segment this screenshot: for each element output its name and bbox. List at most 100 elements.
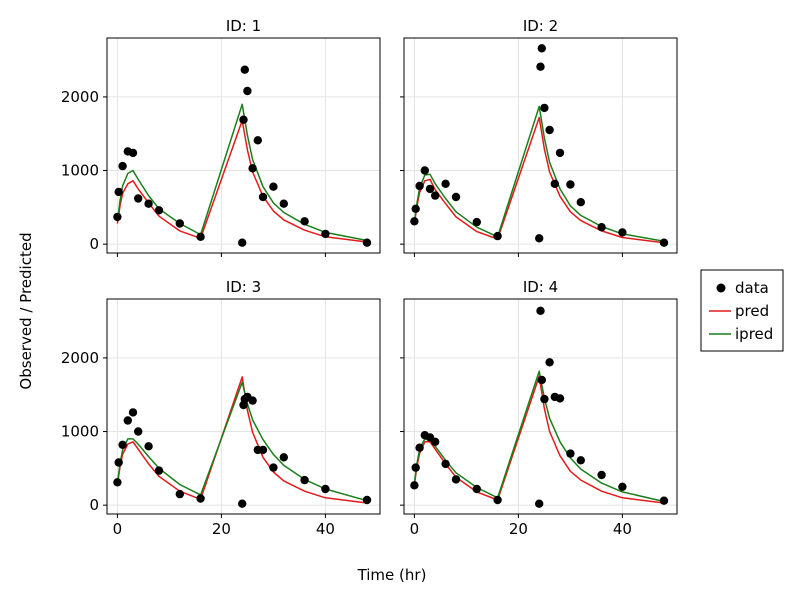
data-point <box>566 449 575 458</box>
data-point <box>411 463 420 472</box>
data-point <box>321 484 330 494</box>
panel-frame <box>403 37 678 254</box>
y-tick-label: 2000 <box>61 349 99 367</box>
panel-4: ID: 4 0 20 40 <box>400 278 678 538</box>
data-point <box>154 206 164 215</box>
y-tick-label: 2000 <box>61 88 99 106</box>
data-point <box>555 394 565 403</box>
data-point <box>279 453 288 462</box>
data-point <box>451 192 461 202</box>
x-tick-label: 20 <box>509 520 528 538</box>
data-point <box>618 228 627 237</box>
panel-2: ID: 2 <box>400 17 678 257</box>
data-point <box>253 136 262 145</box>
data-point <box>321 229 330 239</box>
panel-3: ID: 3 0 20 40 0 1000 2000 <box>61 278 381 538</box>
data-point <box>279 199 288 208</box>
panel-frame <box>106 298 381 515</box>
data-point <box>258 445 268 455</box>
data-point <box>545 358 554 367</box>
data-point <box>576 456 585 465</box>
data-point <box>248 396 257 405</box>
data-point <box>545 125 554 135</box>
data-point <box>550 179 559 188</box>
x-tick-label: 40 <box>316 520 335 538</box>
data-point <box>113 478 122 487</box>
panel-frame <box>403 298 678 515</box>
data-point <box>566 180 575 189</box>
data-point <box>493 495 502 505</box>
data-point <box>144 442 153 451</box>
data-point <box>536 62 545 71</box>
x-tick-label: 20 <box>212 520 231 538</box>
data-point <box>114 458 123 467</box>
legend-label-ipred: ipred <box>735 325 773 343</box>
y-tick-label: 0 <box>89 235 99 253</box>
data-point <box>113 212 122 222</box>
data-point <box>597 470 606 480</box>
data-point <box>118 440 127 449</box>
data-point <box>410 481 419 490</box>
panel-background <box>404 299 677 514</box>
data-point <box>196 232 205 241</box>
data-point <box>451 475 461 484</box>
data-point <box>144 199 153 208</box>
x-axis-title: Time (hr) <box>357 566 427 584</box>
panel-title: ID: 1 <box>226 17 261 35</box>
y-tick-label: 1000 <box>61 162 99 180</box>
panel-frame <box>106 37 381 254</box>
data-point <box>175 219 184 228</box>
data-point <box>441 459 450 469</box>
data-point <box>535 499 544 508</box>
panel-background <box>404 38 677 253</box>
data-point <box>472 484 481 494</box>
panel-title: ID: 4 <box>523 278 558 296</box>
data-point <box>239 115 248 124</box>
data-point <box>659 238 669 247</box>
data-point <box>248 164 257 173</box>
data-point <box>238 238 247 247</box>
data-point <box>535 234 544 243</box>
data-point <box>175 489 184 499</box>
y-tick-label: 1000 <box>61 423 99 441</box>
data-point <box>118 161 127 171</box>
data-point <box>269 182 278 191</box>
data-point <box>425 184 435 194</box>
data-point <box>240 65 249 74</box>
panel-title: ID: 3 <box>226 278 261 296</box>
legend: data pred ipred <box>700 269 784 352</box>
y-axis-title: Observed / Predicted <box>17 232 35 389</box>
data-point <box>659 496 669 505</box>
data-point <box>536 306 545 315</box>
data-point <box>411 204 420 213</box>
data-point <box>243 86 252 96</box>
legend-label-data: data <box>735 279 769 297</box>
data-point <box>537 44 546 53</box>
x-tick-label: 40 <box>613 520 632 538</box>
panel-title: ID: 2 <box>523 17 558 35</box>
data-point <box>441 179 450 188</box>
data-point <box>540 394 549 404</box>
data-point <box>269 463 278 472</box>
x-tick-label: 0 <box>113 520 123 538</box>
data-point <box>493 231 502 241</box>
data-point <box>238 499 247 508</box>
data-point <box>410 217 419 226</box>
data-point <box>362 238 372 247</box>
data-point <box>154 466 164 475</box>
y-tick-label: 0 <box>89 496 99 514</box>
data-point <box>300 475 309 485</box>
data-point <box>362 495 372 505</box>
data-point <box>618 482 627 491</box>
data-point <box>576 198 585 207</box>
data-point <box>258 192 268 202</box>
data-point <box>431 437 440 446</box>
data-point <box>134 194 143 203</box>
x-tick-label: 0 <box>410 520 420 538</box>
panel-1: ID: 1 0 1000 2000 <box>61 17 381 257</box>
data-point <box>128 148 138 158</box>
data-point <box>415 443 424 452</box>
data-point <box>134 427 143 436</box>
